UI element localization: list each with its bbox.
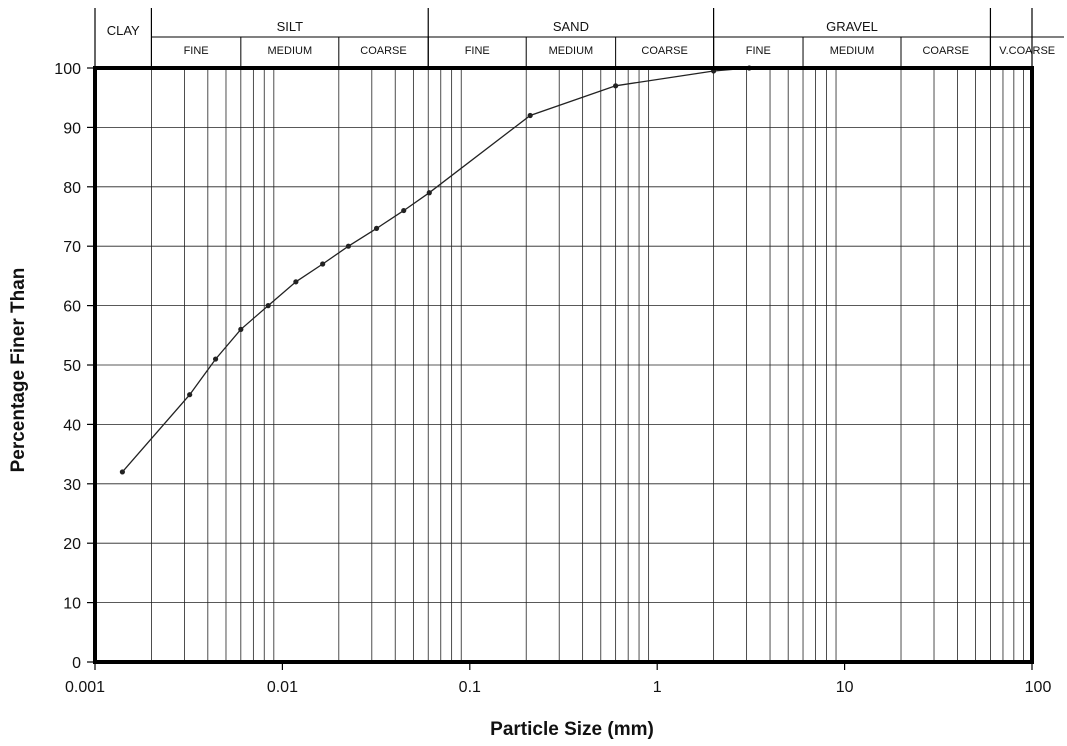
data-point <box>320 261 326 267</box>
data-point <box>212 356 219 362</box>
data-point <box>265 303 271 309</box>
data-point <box>373 225 380 231</box>
y-tick-label: 60 <box>63 299 81 316</box>
x-tick-label: 0.001 <box>65 679 105 696</box>
y-axis-title: Percentage Finer Than <box>8 268 29 473</box>
band-label: SILT <box>277 19 304 34</box>
subband-label: FINE <box>746 45 771 57</box>
data-point <box>613 83 619 89</box>
y-tick-label: 50 <box>63 358 81 375</box>
y-tick-label: 80 <box>63 180 81 197</box>
data-point <box>401 207 407 214</box>
y-tick-label: 30 <box>63 477 81 494</box>
band-label: CLAY <box>107 23 140 38</box>
data-point <box>426 190 432 196</box>
y-tick-label: 0 <box>72 655 81 672</box>
x-tick-label: 0.1 <box>459 679 481 696</box>
axes: 0 10 20 30 40 50 60 70 80 90 100 0.001 0.01 0.1 1 10 100 <box>54 61 1051 696</box>
y-tick-label: 100 <box>54 61 81 78</box>
series-line <box>121 67 750 473</box>
y-tick-label: 20 <box>63 536 81 553</box>
y-tick-label: 40 <box>63 417 81 434</box>
subband-label: FINE <box>465 45 490 57</box>
series-group <box>119 65 752 475</box>
subband-label: COARSE <box>641 45 687 57</box>
subband-label: FINE <box>184 45 209 57</box>
grid <box>95 68 1032 662</box>
band-label: GRAVEL <box>826 19 878 34</box>
x-tick-label: 100 <box>1025 679 1052 696</box>
subband-label: MEDIUM <box>549 45 594 57</box>
x-tick-label: 10 <box>836 679 854 696</box>
classification-header: CLAY SILT FINE MEDIUM COARSE SAND FINE MEDIUM CO… <box>94 8 1064 68</box>
band-label: V.COARSE <box>999 45 1055 57</box>
x-tick-label: 0.01 <box>267 679 298 696</box>
subband-label: COARSE <box>360 45 406 57</box>
band-label: SAND <box>553 19 589 34</box>
subband-label: MEDIUM <box>268 45 313 57</box>
data-point <box>345 243 351 249</box>
data-point <box>527 112 533 119</box>
data-point <box>293 279 299 285</box>
subband-label: MEDIUM <box>830 45 875 57</box>
y-tick-label: 70 <box>63 239 81 256</box>
y-tick-label: 10 <box>63 596 81 613</box>
data-point <box>187 392 193 398</box>
x-axis-title: Particle Size (mm) <box>490 719 654 740</box>
data-point <box>238 326 244 332</box>
data-point <box>119 469 125 475</box>
x-tick-label: 1 <box>653 679 662 696</box>
subband-label: COARSE <box>922 45 968 57</box>
y-tick-label: 90 <box>63 120 81 137</box>
